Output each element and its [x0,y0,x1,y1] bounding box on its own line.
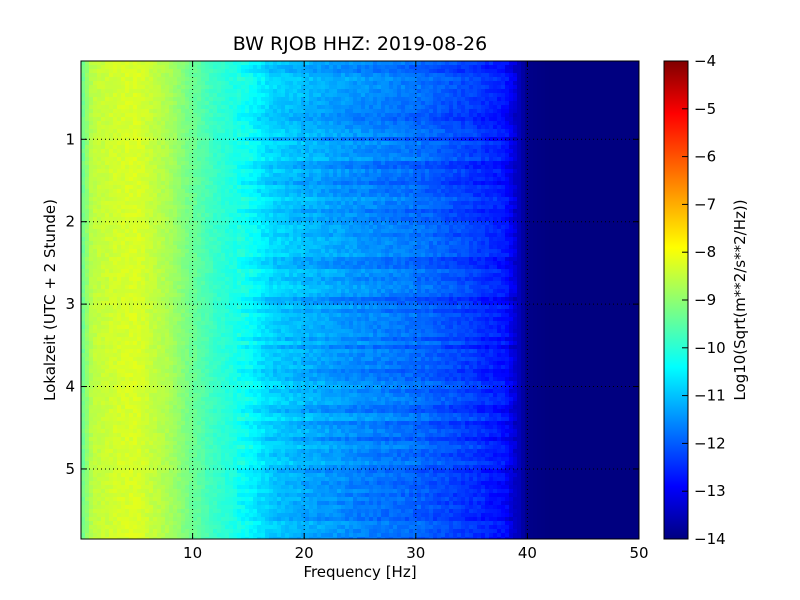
colorbar-tick-label: −8 [694,243,716,261]
x-tick-label: 10 [183,544,202,562]
colorbar-tick-label: −12 [694,434,726,452]
colorbar-tick-label: −6 [694,148,716,166]
colorbar-tick-label: −4 [694,52,716,70]
y-axis-label: Lokalzeit (UTC + 2 Stunde) [41,199,59,401]
chart-title: BW RJOB HHZ: 2019-08-26 [233,33,487,55]
y-tick-label: 5 [65,460,75,478]
x-tick-label: 40 [518,544,537,562]
colorbar-tick-label: −7 [694,195,716,213]
spectrogram-heatmap [81,61,639,539]
grid-lines [81,61,639,539]
x-tick-label: 50 [629,544,648,562]
x-tick-label: 20 [295,544,314,562]
y-tick-label: 4 [65,378,75,396]
colorbar-tick-label: −11 [694,387,726,405]
y-tick-label: 3 [65,295,75,313]
y-tick-label: 1 [65,130,75,148]
x-axis-label: Frequency [Hz] [303,563,416,581]
y-tick-label: 2 [65,213,75,231]
y-axis-ticks: 1 2 3 4 5 [65,130,639,478]
colorbar-tick-label: −14 [694,530,726,548]
plot-frame [80,60,640,540]
colorbar-tick-label: −9 [694,291,716,309]
colorbar-ticks: −4 −5 −6 −7 −8 −9 −10 −11 −12 −13 −14 [682,52,726,548]
x-axis-ticks: 10 20 30 40 50 [183,61,649,562]
colorbar-tick-label: −13 [694,482,726,500]
colorbar-label: Log10(Sqrt(m**2/s**2/Hz)) [731,199,749,400]
x-tick-label: 30 [406,544,425,562]
colorbar-tick-label: −5 [694,100,716,118]
colorbar-tick-label: −10 [694,339,726,357]
